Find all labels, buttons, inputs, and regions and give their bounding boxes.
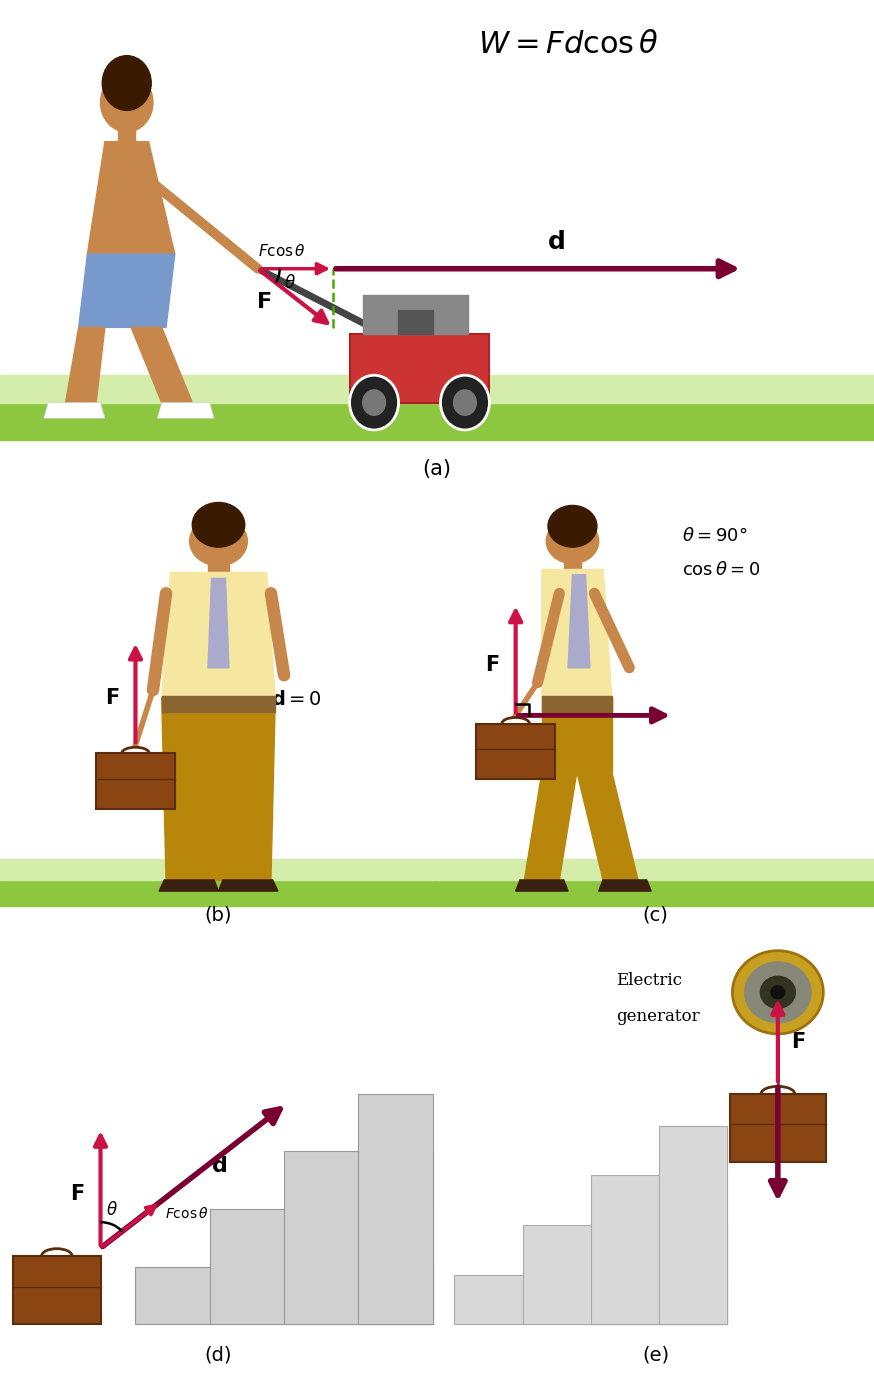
Circle shape: [546, 519, 599, 564]
Polygon shape: [162, 572, 275, 698]
Polygon shape: [208, 578, 229, 667]
Bar: [284, 1152, 433, 1323]
Bar: [542, 697, 612, 712]
Polygon shape: [217, 817, 273, 879]
Text: $\mathbf{F}$: $\mathbf{F}$: [791, 1032, 806, 1053]
Bar: [476, 723, 555, 779]
Text: $\theta$: $\theta$: [284, 274, 296, 292]
Polygon shape: [524, 772, 577, 879]
Text: $F\cos\theta$: $F\cos\theta$: [258, 243, 306, 260]
Bar: [659, 1125, 727, 1323]
Circle shape: [192, 503, 245, 547]
Circle shape: [363, 389, 385, 416]
Bar: [564, 551, 581, 570]
Bar: [135, 1266, 433, 1323]
Bar: [96, 754, 175, 810]
Bar: [591, 1175, 727, 1323]
Circle shape: [350, 376, 399, 430]
Text: $\mathbf{F}$: $\mathbf{F}$: [70, 1184, 85, 1205]
Text: $\theta = 90°$: $\theta = 90°$: [682, 528, 747, 546]
Text: $\cos\theta = 0$: $\cos\theta = 0$: [682, 561, 760, 579]
Polygon shape: [87, 142, 175, 254]
Text: $\mathbf{d}$: $\mathbf{d}$: [547, 230, 565, 254]
Text: (e): (e): [642, 1346, 669, 1364]
Text: $\mathbf{F}$: $\mathbf{F}$: [256, 290, 272, 313]
Polygon shape: [79, 254, 175, 328]
Bar: [523, 1224, 727, 1323]
Text: (a): (a): [422, 459, 452, 479]
Text: $\mathbf{d}$: $\mathbf{d}$: [590, 685, 607, 709]
Circle shape: [771, 986, 785, 998]
Circle shape: [101, 73, 153, 133]
Circle shape: [732, 951, 823, 1034]
Circle shape: [548, 505, 597, 547]
Polygon shape: [599, 879, 651, 891]
Text: $\mathbf{F}$: $\mathbf{F}$: [485, 655, 500, 674]
Text: generator: generator: [616, 1008, 700, 1025]
Polygon shape: [568, 575, 590, 667]
Text: (c): (c): [642, 906, 669, 924]
Polygon shape: [577, 772, 638, 879]
Circle shape: [190, 517, 247, 565]
Text: (b): (b): [205, 906, 232, 924]
Polygon shape: [542, 698, 612, 772]
Bar: [0, 402, 874, 440]
Text: $\mathbf{d} = 0$: $\mathbf{d} = 0$: [271, 690, 322, 709]
Bar: [350, 334, 489, 402]
Text: $\mathbf{d}$: $\mathbf{d}$: [791, 1138, 808, 1161]
Bar: [13, 1256, 101, 1323]
Polygon shape: [44, 402, 105, 419]
Bar: [363, 295, 468, 334]
Polygon shape: [542, 570, 612, 698]
Text: $\theta$: $\theta$: [106, 1201, 118, 1219]
Bar: [118, 114, 135, 142]
Bar: [162, 697, 275, 712]
Bar: [437, 879, 874, 906]
Text: $F\cos\theta$: $F\cos\theta$: [165, 1206, 209, 1220]
Bar: [437, 859, 874, 879]
Circle shape: [102, 56, 151, 110]
Bar: [358, 1094, 433, 1323]
Polygon shape: [66, 328, 105, 402]
Bar: [0, 879, 437, 906]
Circle shape: [745, 962, 811, 1023]
Circle shape: [440, 376, 489, 430]
Polygon shape: [131, 328, 192, 402]
Polygon shape: [218, 879, 278, 891]
Bar: [454, 1275, 727, 1323]
Circle shape: [454, 389, 476, 416]
Polygon shape: [157, 402, 214, 419]
Bar: [208, 551, 229, 572]
Text: $\mathbf{d}$: $\mathbf{d}$: [212, 1154, 227, 1177]
Text: (d): (d): [205, 1346, 232, 1364]
Bar: [0, 376, 874, 402]
Text: Electric: Electric: [616, 972, 683, 988]
Text: $\mathbf{F}$: $\mathbf{F}$: [105, 688, 120, 708]
Circle shape: [760, 976, 795, 1008]
Bar: [0, 859, 437, 879]
Bar: [398, 310, 433, 334]
Polygon shape: [164, 817, 220, 879]
Polygon shape: [516, 879, 568, 891]
Bar: [210, 1209, 433, 1323]
Polygon shape: [162, 698, 275, 879]
Text: $W = Fd\cos\theta$: $W = Fd\cos\theta$: [478, 29, 658, 60]
Polygon shape: [159, 879, 218, 891]
Bar: [730, 1094, 826, 1161]
